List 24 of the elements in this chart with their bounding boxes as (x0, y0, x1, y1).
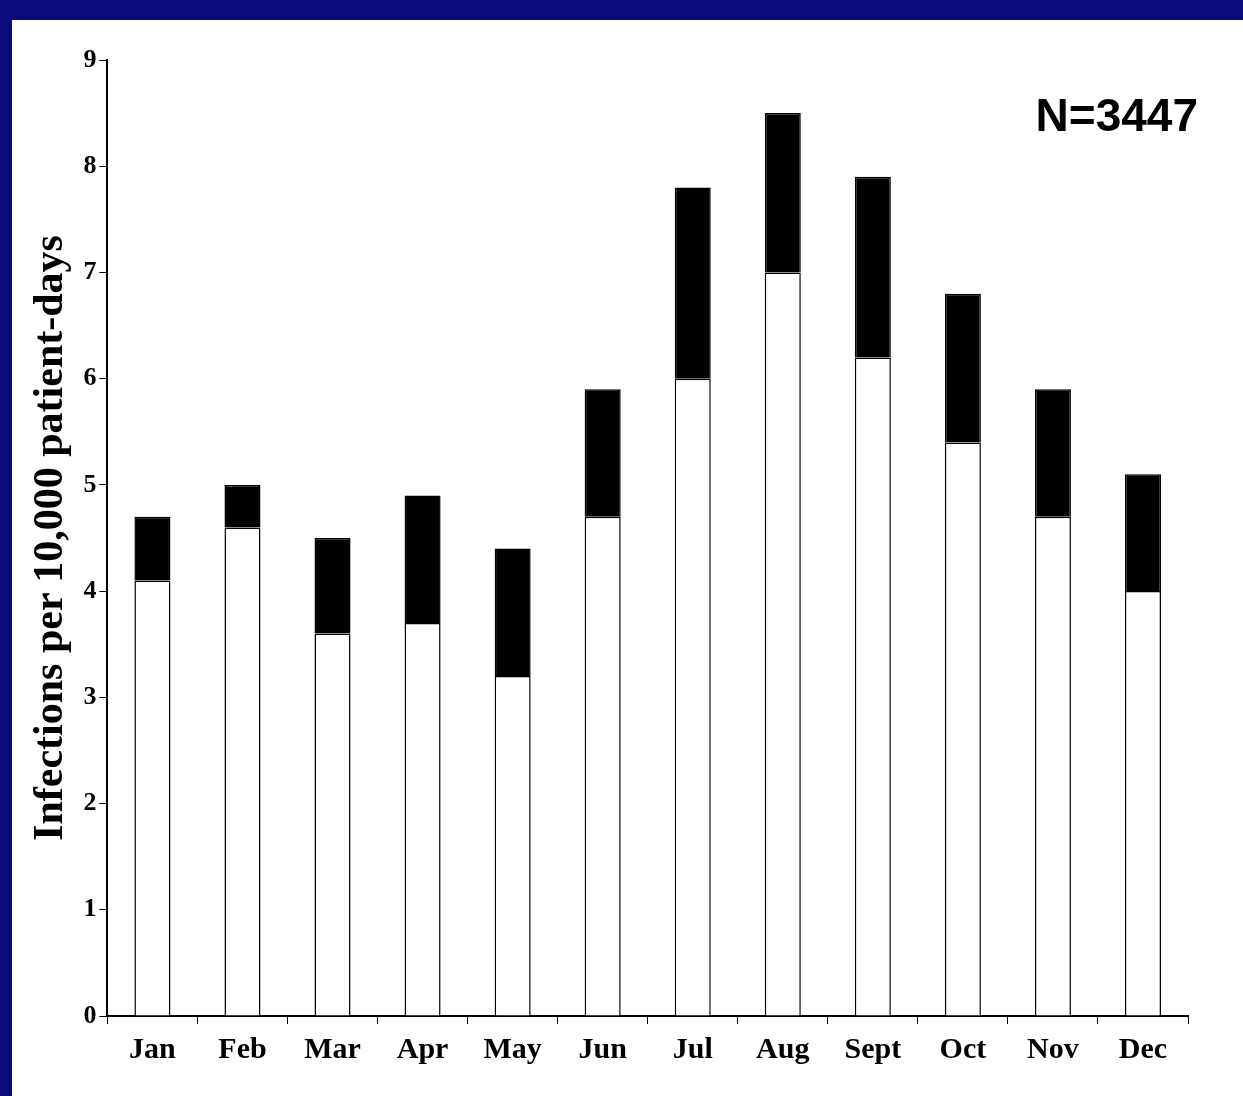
x-tick-label: Feb (218, 1030, 267, 1064)
x-tick-label: Dec (1118, 1030, 1168, 1064)
x-tick-label: Oct (939, 1030, 987, 1064)
y-axis-title: Infections per 10,000 patient-days (25, 235, 72, 841)
y-tick-label: 3 (83, 681, 97, 711)
x-tick-label: Nov (1027, 1030, 1079, 1064)
y-tick-label: 7 (83, 256, 97, 286)
y-tick-label: 2 (83, 787, 97, 817)
x-tick-label: Jan (129, 1030, 177, 1064)
y-tick-label: 0 (83, 999, 97, 1029)
x-tick-label: Mar (304, 1030, 361, 1064)
y-tick-label: 5 (83, 468, 97, 498)
x-tick-label: Apr (396, 1030, 449, 1064)
y-tick-label: 9 (83, 43, 97, 73)
y-tick-label: 6 (83, 362, 97, 392)
x-tick-label: Sept (844, 1030, 902, 1064)
annotation: N=3447 (1035, 88, 1198, 141)
x-tick-label: Jun (578, 1030, 628, 1064)
x-tick-label: Jul (672, 1030, 713, 1064)
x-tick-label: May (483, 1030, 542, 1064)
y-tick-label: 4 (83, 574, 97, 604)
y-tick-label: 8 (83, 149, 97, 179)
y-tick-label: 1 (83, 893, 97, 923)
x-tick-label: Aug (756, 1030, 810, 1064)
